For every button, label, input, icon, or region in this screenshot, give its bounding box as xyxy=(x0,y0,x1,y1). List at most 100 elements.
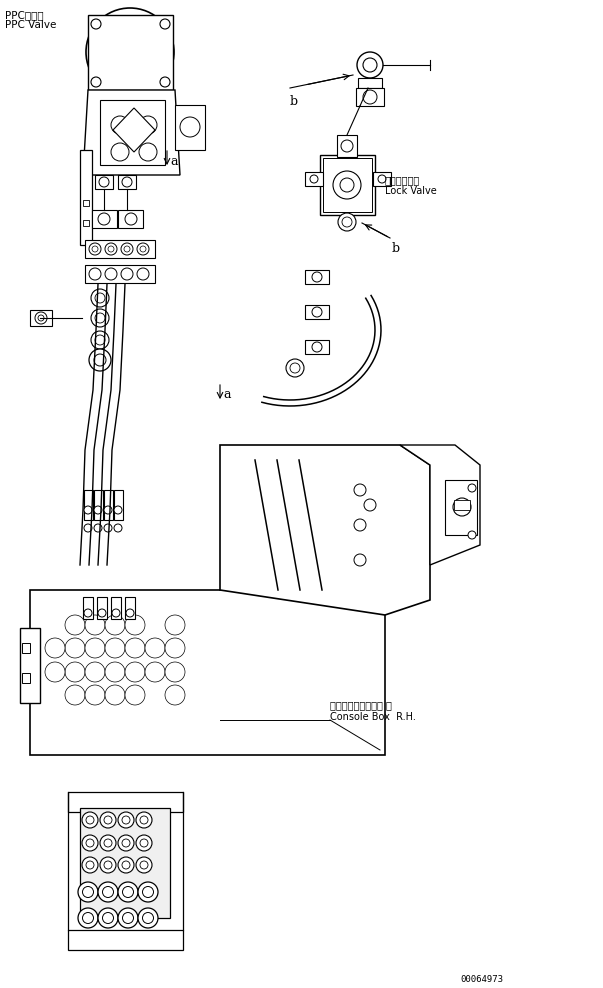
Circle shape xyxy=(341,140,353,152)
Circle shape xyxy=(108,688,122,702)
Circle shape xyxy=(125,615,145,635)
Circle shape xyxy=(95,293,105,303)
Circle shape xyxy=(125,685,145,705)
Circle shape xyxy=(82,857,98,873)
Circle shape xyxy=(290,363,300,373)
Circle shape xyxy=(104,524,112,532)
Circle shape xyxy=(122,886,133,897)
Circle shape xyxy=(84,609,92,617)
Circle shape xyxy=(128,665,142,679)
Circle shape xyxy=(104,816,112,824)
Circle shape xyxy=(108,641,122,655)
Circle shape xyxy=(312,342,322,352)
Bar xyxy=(305,270,329,284)
Circle shape xyxy=(95,335,105,345)
Circle shape xyxy=(48,665,62,679)
Circle shape xyxy=(114,524,122,532)
Circle shape xyxy=(111,143,129,161)
Circle shape xyxy=(128,641,142,655)
Circle shape xyxy=(357,52,383,78)
Bar xyxy=(118,210,143,228)
Circle shape xyxy=(94,16,166,88)
Circle shape xyxy=(136,835,152,851)
Circle shape xyxy=(65,615,85,635)
Circle shape xyxy=(165,662,185,682)
Circle shape xyxy=(160,19,170,29)
Bar xyxy=(356,88,384,106)
Circle shape xyxy=(86,839,94,847)
Circle shape xyxy=(118,812,134,828)
Circle shape xyxy=(363,90,377,104)
Circle shape xyxy=(354,484,366,496)
Bar xyxy=(323,158,372,212)
Circle shape xyxy=(65,685,85,705)
Bar xyxy=(85,265,155,283)
Circle shape xyxy=(468,531,476,539)
Circle shape xyxy=(121,268,133,280)
Circle shape xyxy=(91,77,101,87)
Circle shape xyxy=(88,618,102,632)
Circle shape xyxy=(68,688,82,702)
Circle shape xyxy=(99,177,109,187)
Bar xyxy=(80,150,92,245)
Circle shape xyxy=(103,913,113,924)
Circle shape xyxy=(35,312,47,324)
Circle shape xyxy=(378,175,386,183)
Circle shape xyxy=(92,246,98,252)
Circle shape xyxy=(168,665,182,679)
Circle shape xyxy=(84,506,92,514)
Circle shape xyxy=(140,816,148,824)
Circle shape xyxy=(88,665,102,679)
Circle shape xyxy=(312,307,322,317)
Circle shape xyxy=(354,519,366,531)
Bar xyxy=(88,15,173,90)
Circle shape xyxy=(104,839,112,847)
Bar xyxy=(320,155,375,215)
Circle shape xyxy=(98,882,118,902)
Bar xyxy=(80,808,170,918)
Bar xyxy=(454,500,470,510)
Circle shape xyxy=(95,313,105,323)
Circle shape xyxy=(118,857,134,873)
Bar xyxy=(94,490,103,520)
Circle shape xyxy=(65,662,85,682)
Circle shape xyxy=(104,861,112,869)
Circle shape xyxy=(91,331,109,349)
Polygon shape xyxy=(30,590,385,755)
Circle shape xyxy=(160,77,170,87)
Circle shape xyxy=(108,665,122,679)
Circle shape xyxy=(121,243,133,255)
Circle shape xyxy=(136,857,152,873)
Circle shape xyxy=(121,43,139,61)
Polygon shape xyxy=(220,445,430,615)
Circle shape xyxy=(142,913,154,924)
Circle shape xyxy=(138,882,158,902)
Circle shape xyxy=(48,641,62,655)
Circle shape xyxy=(105,638,125,658)
Circle shape xyxy=(98,213,110,225)
Circle shape xyxy=(45,638,65,658)
Circle shape xyxy=(124,246,130,252)
Circle shape xyxy=(86,816,94,824)
Circle shape xyxy=(85,615,105,635)
Text: a: a xyxy=(170,155,177,168)
Circle shape xyxy=(83,913,93,924)
Circle shape xyxy=(142,886,154,897)
Bar xyxy=(104,490,113,520)
Circle shape xyxy=(105,268,117,280)
Circle shape xyxy=(286,359,304,377)
Bar xyxy=(92,210,117,228)
Circle shape xyxy=(139,143,157,161)
Circle shape xyxy=(38,315,44,321)
Bar xyxy=(83,597,93,619)
Circle shape xyxy=(105,243,117,255)
Text: Console Box  R.H.: Console Box R.H. xyxy=(330,712,416,722)
Circle shape xyxy=(168,618,182,632)
Circle shape xyxy=(168,641,182,655)
Circle shape xyxy=(103,886,113,897)
Circle shape xyxy=(91,289,109,307)
Text: PPC Valve: PPC Valve xyxy=(5,20,56,30)
Bar xyxy=(175,105,205,150)
Circle shape xyxy=(68,665,82,679)
Circle shape xyxy=(138,908,158,928)
